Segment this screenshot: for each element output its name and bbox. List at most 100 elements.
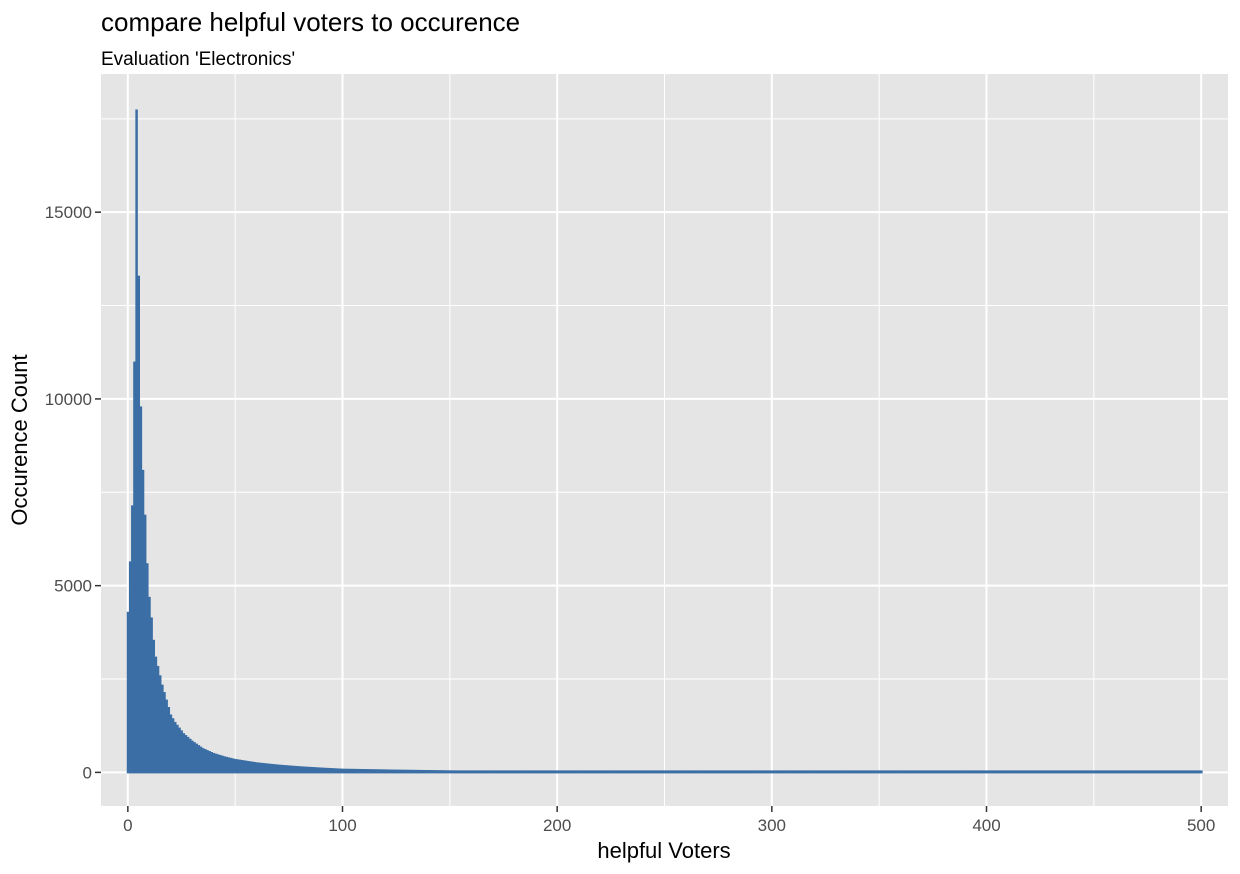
- histogram-bar: [575, 770, 578, 774]
- histogram-bar: [1144, 770, 1147, 774]
- histogram-bar: [674, 770, 677, 774]
- histogram-bar: [491, 770, 495, 774]
- histogram-bar: [650, 770, 654, 774]
- histogram-bar: [219, 754, 222, 774]
- histogram-bar: [732, 770, 735, 774]
- histogram-bar: [345, 768, 349, 774]
- histogram-bar: [603, 770, 606, 774]
- histogram-bar: [841, 770, 845, 774]
- histogram-bar: [1082, 770, 1085, 774]
- histogram-bar: [1133, 770, 1137, 774]
- histogram-bar: [998, 770, 1001, 774]
- histogram-bar: [195, 743, 198, 774]
- y-tick-label: 10000: [45, 390, 92, 409]
- histogram-bar: [1120, 770, 1124, 774]
- histogram-bar: [322, 767, 325, 774]
- histogram-bar: [672, 770, 675, 774]
- histogram-bar: [399, 769, 402, 774]
- histogram-bar: [1157, 770, 1160, 774]
- histogram-bar: [704, 770, 707, 774]
- histogram-bar: [566, 770, 570, 774]
- histogram-bar: [757, 770, 761, 774]
- histogram-bar: [800, 770, 804, 774]
- histogram-bar: [996, 770, 999, 774]
- histogram-bar: [976, 770, 980, 774]
- histogram-bar: [805, 770, 808, 774]
- histogram-bar: [407, 769, 411, 774]
- histogram-bar: [1013, 770, 1016, 774]
- histogram-bar: [1004, 770, 1008, 774]
- histogram-bar: [966, 770, 969, 774]
- histogram-bar: [809, 770, 812, 774]
- histogram-bar: [845, 770, 849, 774]
- histogram-bar: [760, 770, 763, 774]
- histogram-bar: [860, 770, 864, 774]
- histogram-bar: [341, 768, 344, 774]
- histogram-bar: [279, 764, 282, 774]
- histogram-bar: [985, 770, 988, 774]
- histogram-bar: [1163, 770, 1167, 774]
- histogram-bar: [702, 770, 705, 774]
- histogram-bar: [444, 770, 447, 774]
- histogram-bar: [899, 770, 903, 774]
- histogram-bar: [931, 770, 935, 774]
- histogram-bar: [813, 770, 817, 774]
- histogram-bar: [830, 770, 834, 774]
- histogram-bar: [231, 758, 235, 774]
- histogram-bar: [1009, 770, 1012, 774]
- histogram-bar: [433, 770, 437, 774]
- histogram-bar: [1172, 770, 1175, 774]
- histogram-bar: [556, 770, 559, 774]
- histogram-bar: [337, 768, 340, 774]
- histogram-bar: [817, 770, 821, 774]
- histogram-bar: [163, 692, 166, 774]
- histogram-bar: [564, 770, 568, 774]
- histogram-bar: [1011, 770, 1014, 774]
- histogram-bar: [560, 770, 563, 774]
- histogram-bar: [392, 769, 396, 774]
- histogram-bar: [1127, 770, 1130, 774]
- histogram-bar: [833, 770, 836, 774]
- histogram-bar: [453, 770, 456, 774]
- histogram-bar: [296, 766, 299, 774]
- histogram-bar: [577, 770, 581, 774]
- histogram-bar: [334, 768, 338, 774]
- histogram-bar: [925, 770, 928, 774]
- histogram-bar: [405, 769, 409, 774]
- histogram-bar: [1161, 770, 1164, 774]
- histogram-bar: [779, 770, 782, 774]
- histogram-bar: [270, 763, 274, 774]
- histogram-bar: [161, 684, 164, 774]
- histogram-bar: [199, 746, 203, 774]
- histogram-bar: [401, 769, 405, 774]
- histogram-bar: [970, 770, 973, 774]
- histogram-bar: [951, 770, 954, 774]
- histogram-bar: [787, 770, 791, 774]
- histogram-bar: [311, 767, 314, 774]
- histogram-bar: [1148, 770, 1152, 774]
- histogram-bar: [777, 770, 780, 774]
- histogram-bar: [377, 769, 381, 774]
- histogram-bar: [519, 770, 523, 774]
- histogram-bar: [397, 769, 400, 774]
- histogram-bar: [148, 596, 151, 774]
- histogram-bar: [1028, 770, 1031, 774]
- histogram-bar: [712, 770, 716, 774]
- histogram-bar: [890, 770, 894, 774]
- histogram-bar: [204, 749, 207, 774]
- histogram-bar: [450, 770, 454, 774]
- histogram-bar: [390, 769, 394, 774]
- histogram-bar: [1090, 770, 1094, 774]
- histogram-bar: [289, 765, 293, 774]
- histogram-bar: [448, 770, 452, 774]
- histogram-bar: [292, 765, 295, 774]
- histogram-bar: [1182, 770, 1186, 774]
- histogram-bar: [1129, 770, 1132, 774]
- histogram-bar: [223, 756, 226, 774]
- histogram-bar: [770, 770, 774, 774]
- histogram-bar: [639, 770, 643, 774]
- histogram-bar: [182, 733, 186, 774]
- histogram-bar: [440, 770, 443, 774]
- x-tick-label: 500: [1187, 816, 1215, 835]
- histogram-bar: [176, 724, 179, 774]
